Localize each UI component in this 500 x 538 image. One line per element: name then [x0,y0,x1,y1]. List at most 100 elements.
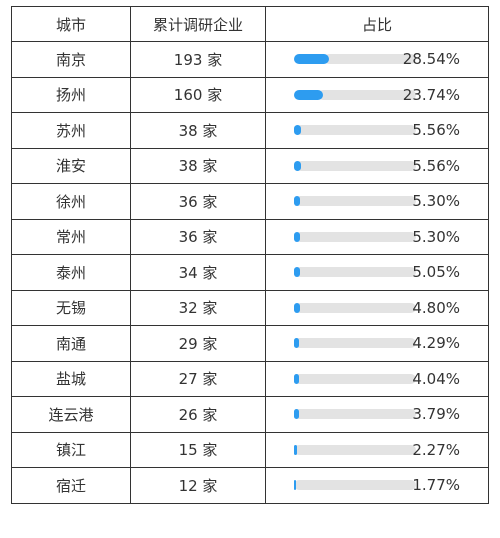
ratio-bar-fill [294,231,301,242]
cell-city: 淮安 [11,147,131,184]
ratio-percent: 4.80% [412,298,460,317]
ratio-bar-fill [294,267,301,278]
table-row: 扬州 160 家 23.74% [11,76,489,113]
cell-ratio: 1.77% [265,467,489,504]
table-row: 南通 29 家 4.29% [11,325,489,362]
ratio-percent: 4.29% [412,334,460,353]
cell-city: 苏州 [11,112,131,149]
ratio-bar-track [317,89,416,100]
ratio-percent: 5.05% [412,263,460,282]
ratio-percent: 4.04% [412,369,460,388]
table-row: 泰州 34 家 5.05% [11,254,489,291]
cell-count: 38 家 [130,147,266,184]
table-row: 宿迁 12 家 1.77% [11,467,489,504]
ratio-bar-track [294,338,416,349]
ratio-bar-fill [294,480,297,491]
cell-ratio: 5.05% [265,254,489,291]
table-body: 南京 193 家 28.54% 扬州 160 家 23.74% 苏州 38 家 5.56% 淮安 3… [11,41,489,504]
ratio-bar-track [294,302,416,313]
cell-city: 镇江 [11,431,131,468]
table-row: 镇江 15 家 2.27% [11,431,489,468]
header-count: 累计调研企业 [130,6,266,42]
cell-ratio: 23.74% [265,76,489,113]
ratio-percent: 2.27% [412,440,460,459]
cell-ratio: 4.80% [265,289,489,326]
header-ratio: 占比 [265,6,489,42]
table-row: 徐州 36 家 5.30% [11,183,489,220]
ratio-bar [294,89,416,100]
cell-city: 无锡 [11,289,131,326]
ratio-bar [294,231,416,242]
cell-count: 36 家 [130,183,266,220]
header-city: 城市 [11,6,131,42]
cell-ratio: 28.54% [265,41,489,78]
table-row: 常州 36 家 5.30% [11,218,489,255]
ratio-percent: 5.56% [412,121,460,140]
ratio-bar-track [295,160,416,171]
ratio-bar-fill [294,89,323,100]
cell-count: 12 家 [130,467,266,504]
cell-count: 26 家 [130,396,266,433]
cell-count: 160 家 [130,76,266,113]
city-survey-table: 城市 累计调研企业 占比 南京 193 家 28.54% 扬州 160 家 23.74% 苏… [11,6,489,504]
cell-city: 南京 [11,41,131,78]
cell-city: 宿迁 [11,467,131,504]
cell-count: 27 家 [130,360,266,397]
ratio-bar-fill [294,125,301,136]
cell-ratio: 2.27% [265,431,489,468]
ratio-bar [294,444,416,455]
cell-city: 扬州 [11,76,131,113]
table-row: 无锡 32 家 4.80% [11,289,489,326]
cell-city: 泰州 [11,254,131,291]
ratio-bar [294,125,416,136]
cell-city: 连云港 [11,396,131,433]
ratio-bar-track [295,196,416,207]
ratio-bar-fill [294,409,299,420]
ratio-bar-track [295,267,416,278]
ratio-bar-track [294,409,416,420]
cell-ratio: 3.79% [265,396,489,433]
ratio-percent: 23.74% [402,85,460,104]
ratio-percent: 3.79% [412,405,460,424]
cell-count: 193 家 [130,41,266,78]
ratio-bar-track [294,373,416,384]
ratio-bar-track [294,444,416,455]
ratio-bar [294,373,416,384]
table-row: 南京 193 家 28.54% [11,41,489,78]
ratio-bar [294,54,416,65]
ratio-percent: 5.30% [412,227,460,246]
ratio-bar-fill [294,160,301,171]
table-header-row: 城市 累计调研企业 占比 [11,6,489,42]
ratio-bar-fill [294,373,299,384]
ratio-bar [294,302,416,313]
table-row: 淮安 38 家 5.56% [11,147,489,184]
table-row: 盐城 27 家 4.04% [11,360,489,397]
cell-ratio: 5.30% [265,183,489,220]
ratio-bar-fill [294,196,301,207]
ratio-bar-track [323,54,416,65]
ratio-bar [294,409,416,420]
ratio-bar [294,338,416,349]
ratio-bar-track [295,231,416,242]
ratio-percent: 5.56% [412,156,460,175]
cell-count: 15 家 [130,431,266,468]
ratio-bar-fill [294,302,300,313]
table-row: 连云港 26 家 3.79% [11,396,489,433]
ratio-percent: 1.77% [412,476,460,495]
table-row: 苏州 38 家 5.56% [11,112,489,149]
cell-city: 常州 [11,218,131,255]
ratio-percent: 5.30% [412,192,460,211]
cell-count: 32 家 [130,289,266,326]
cell-count: 29 家 [130,325,266,362]
ratio-percent: 28.54% [402,50,460,69]
ratio-bar-track [295,125,416,136]
cell-count: 34 家 [130,254,266,291]
cell-ratio: 4.04% [265,360,489,397]
cell-city: 南通 [11,325,131,362]
cell-city: 盐城 [11,360,131,397]
cell-count: 38 家 [130,112,266,149]
ratio-bar [294,196,416,207]
cell-ratio: 5.30% [265,218,489,255]
ratio-bar-fill [294,338,300,349]
cell-ratio: 4.29% [265,325,489,362]
